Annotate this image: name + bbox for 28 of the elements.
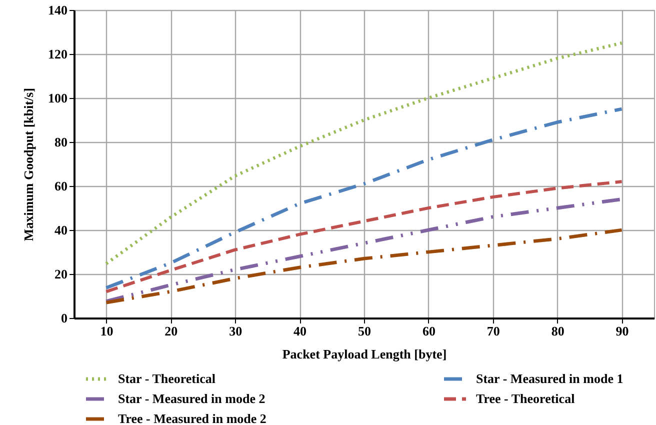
y-tick-label: 140	[48, 2, 68, 18]
x-tick-label: 30	[229, 324, 242, 338]
x-tick-label: 40	[294, 324, 307, 338]
x-axis-title: Packet Payload Length [byte]	[282, 346, 447, 362]
y-tick-label: 100	[48, 90, 68, 106]
line-series	[104, 228, 624, 304]
legend-label: Star - Theoretical	[118, 371, 216, 386]
y-axis-title: Maximum Goodput [kbit/s]	[21, 88, 36, 242]
legend-label: Star - Measured in mode 2	[118, 391, 266, 406]
y-tick-label: 120	[48, 46, 68, 62]
y-tick-label: 40	[54, 222, 68, 238]
y-tick-label: 60	[54, 178, 68, 194]
y-tick-label: 20	[54, 266, 68, 282]
x-tick-label: 50	[358, 324, 371, 338]
legend-label: Tree - Measured in mode 2	[118, 411, 266, 425]
x-tick-label: 80	[551, 324, 564, 338]
line-series	[104, 41, 624, 266]
x-tick-label: 90	[616, 324, 629, 338]
y-tick-label: 0	[61, 310, 68, 326]
line-series	[104, 180, 624, 294]
y-tick-label: 80	[54, 134, 68, 150]
x-tick-label: 10	[100, 324, 114, 338]
legend-label: Tree - Theoretical	[476, 391, 576, 406]
line-series	[104, 107, 624, 290]
x-tick-label: 70	[486, 324, 500, 338]
legend-label: Star - Measured in mode 1	[476, 371, 624, 386]
x-tick-label: 20	[164, 324, 178, 338]
x-tick-label: 60	[422, 324, 436, 338]
